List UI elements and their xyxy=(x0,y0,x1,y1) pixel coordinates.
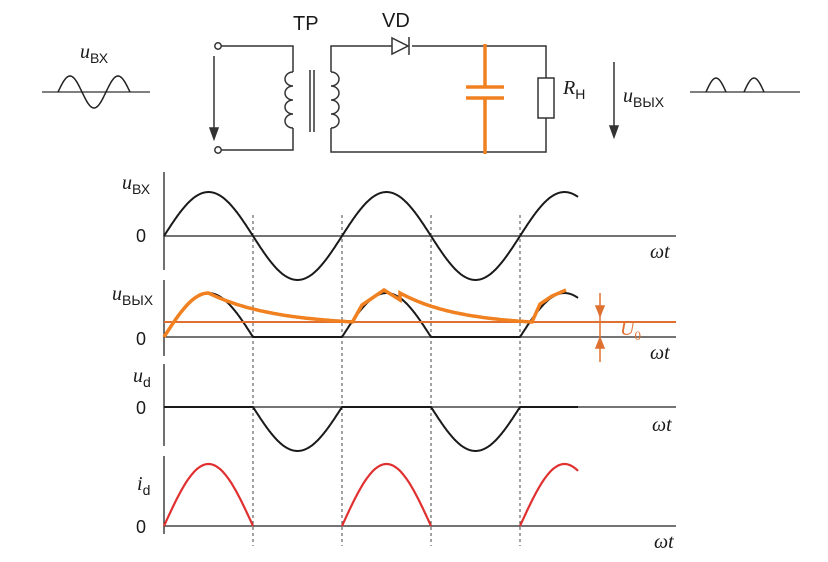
diode-voltage-waveform xyxy=(164,406,578,452)
arrow-head-icon xyxy=(208,127,220,142)
x-axis-label: ωt xyxy=(654,531,674,553)
timing-axes xyxy=(163,172,676,534)
filtered-output-waveform xyxy=(162,287,567,338)
x-axis-label: ωt xyxy=(650,241,670,263)
input-sine-icon xyxy=(57,75,131,109)
diode-icon xyxy=(391,36,410,56)
ripple-amplitude-bracket xyxy=(594,293,606,362)
input-plot-y-label: uВХ xyxy=(122,172,151,197)
output-plot-y-label: uВЫХ xyxy=(112,283,154,308)
circuit xyxy=(42,36,800,154)
input-terminal-bottom xyxy=(214,146,222,154)
zero-label: 0 xyxy=(136,398,146,418)
diode-label: VD xyxy=(382,10,410,32)
output-half-sine-icon xyxy=(705,77,765,93)
transformer-label: ТР xyxy=(293,13,319,35)
primary-coil-icon xyxy=(284,71,294,129)
period-markers xyxy=(252,215,521,546)
ripple-level-label: U0 xyxy=(620,318,641,343)
input-voltage-waveform xyxy=(163,191,579,281)
load-resistor-icon xyxy=(537,77,555,119)
output-voltage-label: uВЫХ xyxy=(623,85,665,110)
diode-voltage-plot-y-label: ud xyxy=(133,365,151,390)
load-resistor-label: RН xyxy=(562,77,585,102)
primary-wire xyxy=(221,45,294,72)
arrow-head-icon xyxy=(608,125,620,140)
filter-capacitor-icon xyxy=(466,44,504,154)
zero-label: 0 xyxy=(136,517,146,537)
input-voltage-label: uВХ xyxy=(80,41,109,66)
zero-label: 0 xyxy=(136,226,146,246)
x-axis-label: ωt xyxy=(650,342,670,364)
zero-label: 0 xyxy=(136,329,146,349)
diode-current-plot-y-label: id xyxy=(137,473,150,498)
bottom-wire xyxy=(330,118,547,153)
x-axis-label: ωt xyxy=(652,414,672,436)
primary-wire-bottom xyxy=(221,128,294,151)
input-terminal-top xyxy=(214,42,222,50)
secondary-coil-icon xyxy=(330,71,340,129)
top-wire-right xyxy=(412,45,547,78)
diode-current-waveform xyxy=(162,462,579,527)
top-wire xyxy=(330,45,392,72)
